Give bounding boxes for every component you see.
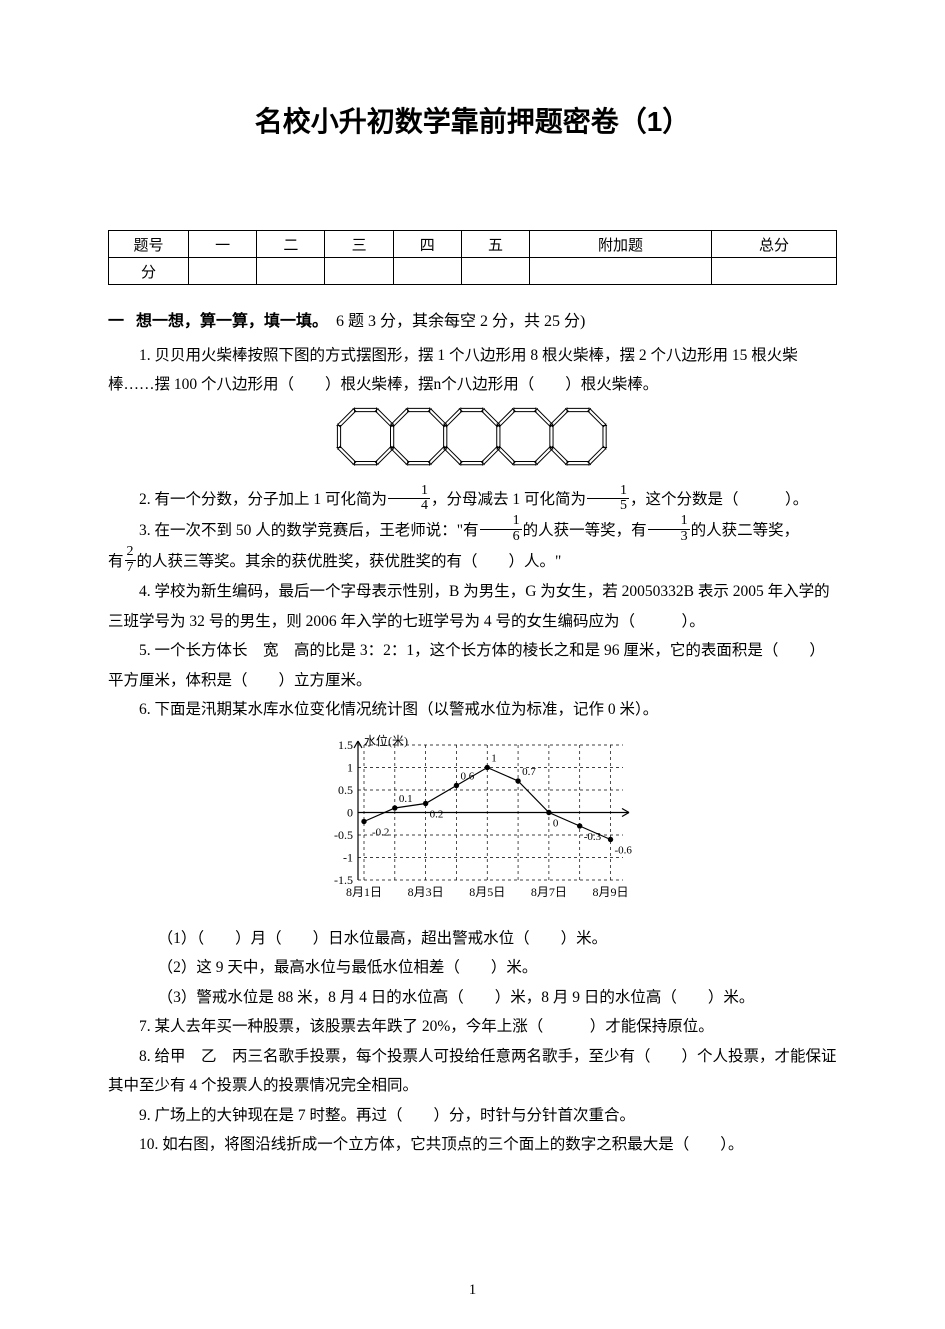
svg-text:0.1: 0.1 — [398, 793, 412, 805]
water-level-chart: 水位(米)-1.5-1-0.500.511.58月1日8月3日8月5日8月7日8… — [108, 730, 837, 915]
th: 一 — [189, 231, 257, 258]
q2-pre: 2. 有一个分数，分子加上 1 可化简为 — [139, 491, 387, 508]
svg-text:0: 0 — [347, 806, 353, 820]
svg-text:8月9日: 8月9日 — [592, 885, 628, 899]
svg-text:1: 1 — [347, 761, 353, 775]
q10: 10. 如右图，将图沿线折成一个立方体，它共顶点的三个面上的数字之积最大是（ ）… — [108, 1130, 837, 1159]
q2-mid: ，分母减去 1 可化简为 — [431, 491, 586, 508]
cell — [257, 258, 325, 285]
q2-post: ，这个分数是（ ）。 — [630, 491, 808, 508]
th: 总分 — [711, 231, 836, 258]
section-heading: 一 想一想，算一算，填一填。 6 题 3 分，其余每空 2 分，共 25 分) — [108, 307, 837, 331]
svg-text:-0.6: -0.6 — [614, 845, 632, 857]
q3-post: 的人获二等奖， — [691, 522, 800, 539]
frac-den: 4 — [388, 499, 430, 514]
cell — [393, 258, 461, 285]
cell — [189, 258, 257, 285]
svg-text:0.7: 0.7 — [522, 766, 536, 778]
svg-text:-1: -1 — [343, 851, 353, 865]
svg-text:1.5: 1.5 — [338, 738, 353, 752]
th: 三 — [325, 231, 393, 258]
q7: 7. 某人去年买一种股票，该股票去年跌了 20%，今年上涨（ ）才能保持原位。 — [108, 1012, 837, 1041]
frac-num: 1 — [388, 484, 430, 500]
svg-text:0.2: 0.2 — [429, 809, 443, 821]
q4: 4. 学校为新生编码，最后一个字母表示性别，B 为男生，G 为女生，若 2005… — [108, 577, 837, 636]
q6-sub1: （1）（ ）月（ ）日水位最高，超出警戒水位（ ）米。 — [108, 924, 837, 953]
fraction: 13 — [648, 514, 690, 544]
row2-label: 分 — [109, 258, 189, 285]
q2: 2. 有一个分数，分子加上 1 可化简为14，分母减去 1 可化简为15，这个分… — [108, 485, 837, 516]
th-label: 题号 — [109, 231, 189, 258]
q9: 9. 广场上的大钟现在是 7 时整。再过（ ）分，时针与分针首次重合。 — [108, 1101, 837, 1130]
th: 五 — [461, 231, 529, 258]
section-num: 一 — [108, 313, 124, 330]
svg-text:0.5: 0.5 — [338, 783, 353, 797]
svg-text:0: 0 — [552, 818, 558, 830]
fraction: 15 — [587, 484, 629, 514]
page-number: 1 — [0, 1282, 945, 1299]
table-row: 分 — [109, 258, 837, 285]
score-table: 题号 一 二 三 四 五 附加题 总分 分 — [108, 230, 837, 285]
fraction: 14 — [388, 484, 430, 514]
q1: 1. 贝贝用火柴棒按照下图的方式摆图形，摆 1 个八边形用 8 根火柴棒，摆 2… — [108, 341, 837, 400]
q6-sub2: （2）这 9 天中，最高水位与最低水位相差（ ）米。 — [108, 953, 837, 982]
th: 四 — [393, 231, 461, 258]
svg-text:-0.5: -0.5 — [334, 828, 353, 842]
table-row: 题号 一 二 三 四 五 附加题 总分 — [109, 231, 837, 258]
svg-text:8月3日: 8月3日 — [407, 885, 443, 899]
q3-line1: 3. 在一次不到 50 人的数学竞赛后，王老师说："有16的人获一等奖，有13的… — [108, 516, 837, 547]
cell — [325, 258, 393, 285]
frac-num: 1 — [480, 514, 522, 530]
svg-text:1: 1 — [491, 753, 497, 765]
q5: 5. 一个长方体长 宽 高的比是 3：2：1，这个长方体的棱长之和是 96 厘米… — [108, 636, 837, 695]
svg-text:0.6: 0.6 — [460, 771, 474, 783]
octagon-figure — [108, 406, 837, 478]
frac-den: 6 — [480, 530, 522, 545]
fraction: 16 — [480, 514, 522, 544]
th: 二 — [257, 231, 325, 258]
q3-pre: 3. 在一次不到 50 人的数学竞赛后，王老师说："有 — [139, 522, 479, 539]
q3-l2post: 的人获三等奖。其余的获优胜奖，获优胜奖的有（ ）人。" — [137, 553, 562, 570]
svg-text:水位(米): 水位(米) — [364, 733, 408, 748]
svg-text:8月1日: 8月1日 — [345, 885, 381, 899]
frac-den: 5 — [587, 499, 629, 514]
fraction: 27 — [125, 545, 136, 575]
svg-text:8月7日: 8月7日 — [530, 885, 566, 899]
frac-num: 2 — [125, 545, 136, 561]
section-note: 6 题 3 分，其余每空 2 分，共 25 分) — [336, 313, 585, 330]
frac-num: 1 — [648, 514, 690, 530]
section-title: 想一想，算一算，填一填。 — [136, 313, 328, 330]
q8: 8. 给甲 乙 丙三名歌手投票，每个投票人可投给任意两名歌手，至少有（ ）个人投… — [108, 1042, 837, 1101]
q3-mid: 的人获一等奖，有 — [523, 522, 647, 539]
svg-text:-0.2: -0.2 — [372, 827, 389, 839]
cell — [461, 258, 529, 285]
q6-lead: 6. 下面是汛期某水库水位变化情况统计图（以警戒水位为标准，记作 0 米）。 — [108, 695, 837, 724]
q3-l2pre: 有 — [108, 553, 124, 570]
cell — [530, 258, 712, 285]
q3-line2: 有27的人获三等奖。其余的获优胜奖，获优胜奖的有（ ）人。" — [108, 547, 837, 578]
frac-den: 7 — [125, 561, 136, 576]
cell — [711, 258, 836, 285]
frac-den: 3 — [648, 530, 690, 545]
page-title: 名校小升初数学靠前押题密卷（1） — [108, 100, 837, 140]
frac-num: 1 — [587, 484, 629, 500]
svg-text:-0.3: -0.3 — [583, 831, 601, 843]
q6-sub3: （3）警戒水位是 88 米，8 月 4 日的水位高（ ）米，8 月 9 日的水位… — [108, 983, 837, 1012]
th: 附加题 — [530, 231, 712, 258]
svg-text:8月5日: 8月5日 — [469, 885, 505, 899]
